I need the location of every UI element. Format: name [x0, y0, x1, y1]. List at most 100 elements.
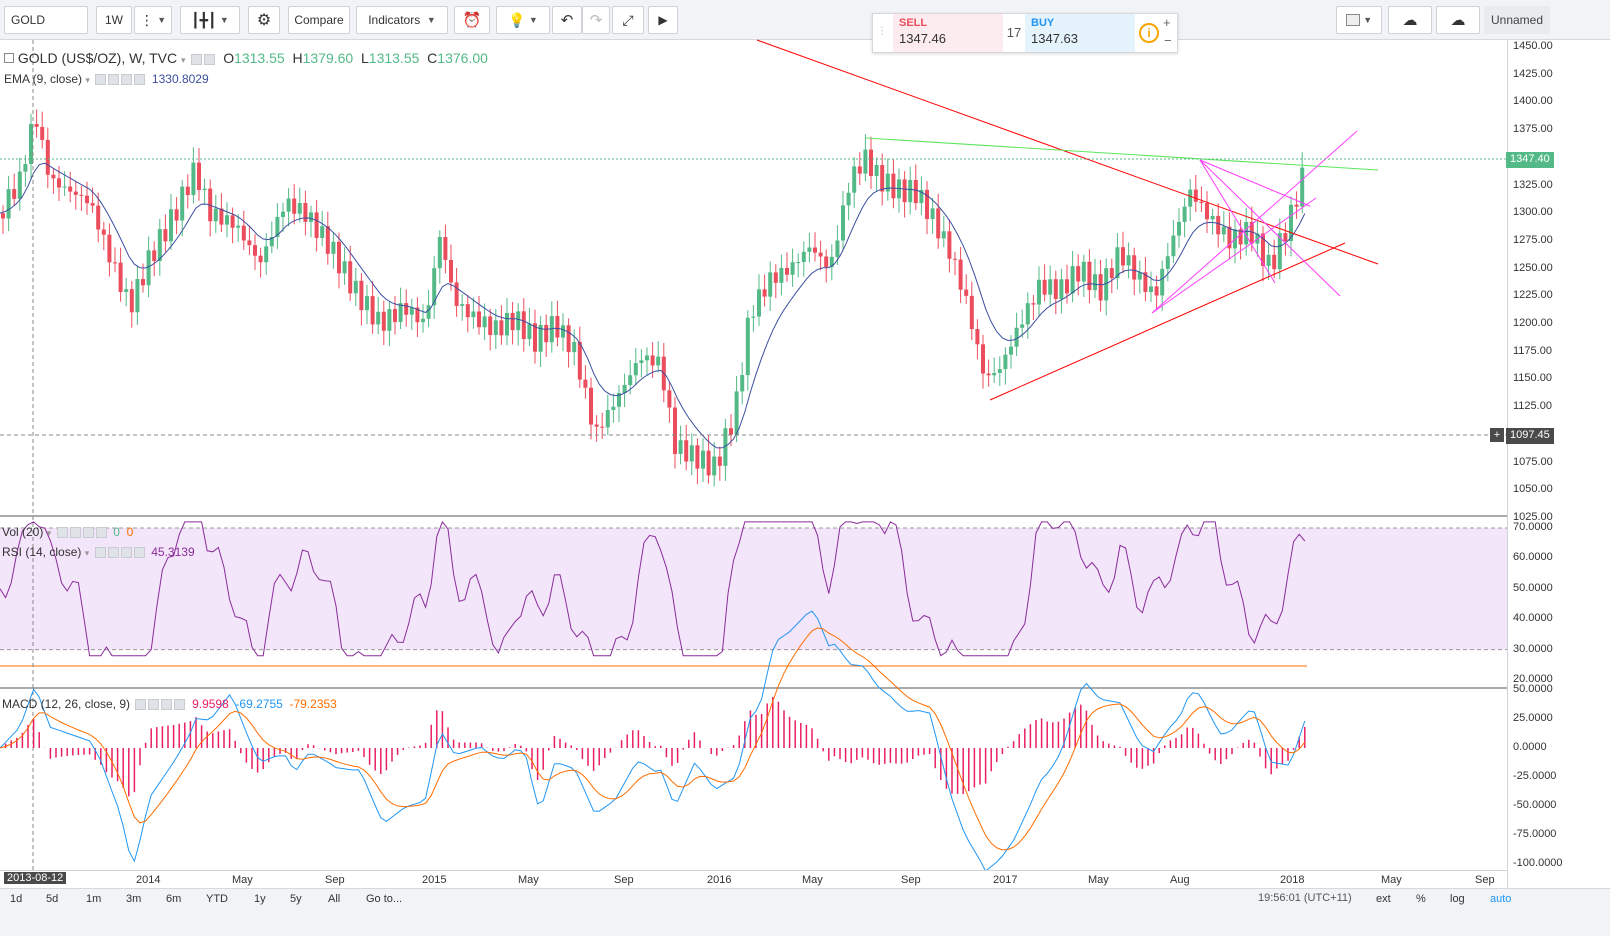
- scale-button[interactable]: log: [1450, 893, 1465, 905]
- high-value: 1379.60: [302, 50, 354, 66]
- settings-mini-icon[interactable]: [107, 547, 119, 559]
- candle-body: [527, 323, 532, 340]
- trade-widget: ⋮ SELL 1347.46 17 BUY 1347.63 i + −: [872, 13, 1178, 53]
- time-axis-label: May: [232, 874, 253, 886]
- symbol-search-input[interactable]: GOLD: [4, 6, 88, 34]
- eye-icon[interactable]: [135, 699, 147, 711]
- ideas-button[interactable]: 💡 ▼: [496, 6, 550, 34]
- eye-icon[interactable]: [95, 74, 107, 86]
- drag-handle-icon[interactable]: ⋮: [877, 26, 887, 37]
- candle-body: [572, 341, 577, 353]
- settings-button[interactable]: ⚙: [248, 6, 280, 34]
- plus-icon[interactable]: +: [1163, 15, 1171, 30]
- redo-button[interactable]: ↷: [582, 6, 610, 34]
- candle-body: [1115, 247, 1120, 279]
- range-button[interactable]: 6m: [166, 893, 182, 905]
- range-button[interactable]: 5d: [46, 893, 59, 905]
- add-alert-icon[interactable]: +: [1490, 428, 1504, 442]
- range-button[interactable]: YTD: [206, 893, 228, 905]
- time-axis[interactable]: 2013-08-12 2014 May Sep 2015 May Sep 2016 May Sep…: [0, 870, 1507, 888]
- layout-button[interactable]: ▼: [1336, 6, 1382, 34]
- candle-body: [1042, 279, 1047, 295]
- load-button[interactable]: ☁: [1388, 6, 1432, 34]
- price-axis-label: 1050.00: [1513, 483, 1553, 496]
- chevron-down-icon[interactable]: ▾: [84, 548, 90, 558]
- rsi-label: RSI (14, close): [2, 545, 82, 559]
- add-icon[interactable]: [161, 699, 173, 711]
- chart-canvas[interactable]: [0, 0, 1507, 870]
- candle-body: [219, 208, 224, 225]
- candle-body: [1137, 272, 1142, 280]
- candle-body: [12, 189, 17, 199]
- settings-mini-icon[interactable]: [148, 699, 160, 711]
- candle-body: [253, 245, 257, 256]
- time-axis-label: Aug: [1170, 874, 1190, 886]
- chevron-down-icon[interactable]: ▾: [85, 75, 90, 85]
- candle-body: [953, 258, 957, 260]
- channel-line: [1199, 159, 1311, 207]
- add-icon[interactable]: [82, 527, 94, 539]
- buy-price: 1347.63: [1031, 31, 1078, 46]
- range-button[interactable]: All: [328, 893, 341, 905]
- settings-mini-icon[interactable]: [204, 53, 216, 65]
- close-icon[interactable]: [134, 74, 146, 86]
- scale-button[interactable]: ext: [1376, 893, 1391, 905]
- interval-select[interactable]: 1W: [96, 6, 132, 34]
- fullscreen-button[interactable]: ⤢: [612, 6, 644, 34]
- eye-icon[interactable]: [56, 527, 68, 539]
- layout-name[interactable]: Unnamed: [1484, 6, 1550, 34]
- compare-label: Compare: [294, 13, 344, 27]
- range-button[interactable]: 3m: [126, 893, 142, 905]
- add-icon[interactable]: [120, 547, 132, 559]
- chevron-down-icon[interactable]: ▾: [46, 528, 52, 538]
- indicators-button[interactable]: Indicators ▼: [356, 6, 448, 34]
- interval-dropdown[interactable]: ⋮ ▼: [134, 6, 172, 34]
- range-button[interactable]: Go to...: [366, 893, 403, 905]
- candle-body: [785, 267, 789, 275]
- range-button[interactable]: 1d: [10, 893, 23, 905]
- range-button[interactable]: 5y: [290, 893, 302, 905]
- eye-icon[interactable]: [191, 53, 203, 65]
- settings-mini-icon[interactable]: [69, 527, 81, 539]
- candle-body: [605, 409, 610, 428]
- eye-icon[interactable]: [94, 547, 106, 559]
- chevron-down-icon[interactable]: ▾: [180, 55, 186, 65]
- add-icon[interactable]: [121, 74, 133, 86]
- save-button[interactable]: ☁: [1436, 6, 1480, 34]
- candle-body: [29, 124, 33, 164]
- candle-body: [706, 450, 711, 476]
- candle-body: [471, 311, 476, 318]
- scale-button[interactable]: %: [1416, 893, 1426, 905]
- candle-body: [695, 445, 700, 469]
- undo-button[interactable]: ↶: [552, 6, 582, 34]
- buy-button[interactable]: BUY 1347.63: [1025, 14, 1135, 52]
- close-icon[interactable]: [95, 527, 107, 539]
- close-icon[interactable]: [133, 547, 145, 559]
- candle-body: [118, 262, 123, 293]
- info-icon[interactable]: i: [1139, 23, 1159, 43]
- candle-body: [185, 186, 190, 196]
- close-icon[interactable]: [174, 699, 186, 711]
- candle-body: [645, 355, 649, 361]
- minus-icon[interactable]: −: [1164, 33, 1172, 48]
- undo-icon: ↶: [560, 12, 574, 29]
- range-button[interactable]: 1m: [86, 893, 102, 905]
- collapse-icon[interactable]: [4, 53, 14, 63]
- price-axis-label: 1200.00: [1513, 317, 1553, 329]
- candle-body: [689, 445, 694, 462]
- candle-body: [1272, 254, 1277, 270]
- replay-button[interactable]: ▶: [648, 6, 678, 34]
- compare-button[interactable]: Compare: [288, 6, 350, 34]
- chart-type-button[interactable]: ┃╋┃ ▼: [180, 6, 240, 34]
- macd-line-value: -69.2755: [235, 697, 283, 711]
- sell-button[interactable]: SELL 1347.46: [893, 14, 1003, 52]
- candle-body: [45, 139, 50, 175]
- settings-mini-icon[interactable]: [108, 74, 120, 86]
- range-button[interactable]: 1y: [254, 893, 266, 905]
- price-axis[interactable]: 1450.001425.001400.001375.001350.001325.…: [1507, 40, 1567, 888]
- candle-body: [107, 234, 112, 263]
- candle-body: [1143, 272, 1148, 292]
- candle-body: [611, 406, 616, 410]
- scale-button[interactable]: auto: [1490, 893, 1512, 905]
- alert-button[interactable]: ⏰: [454, 6, 490, 34]
